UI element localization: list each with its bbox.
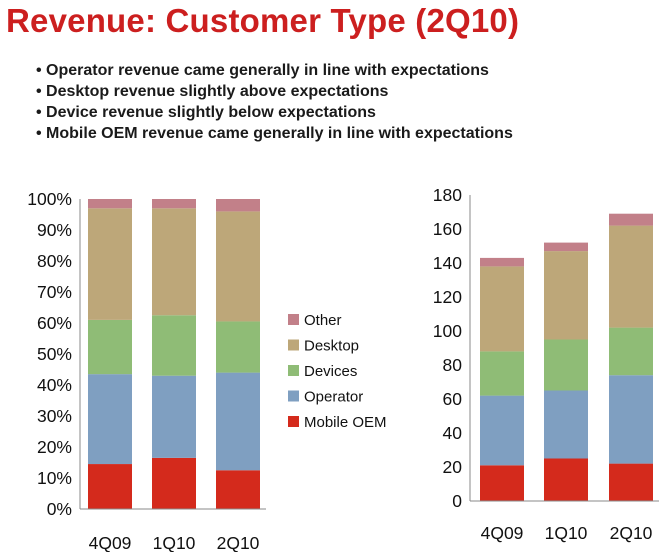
left-y-tick-label: 100% xyxy=(27,189,72,209)
right-bar-devices xyxy=(480,351,524,396)
legend-swatch-desktop xyxy=(288,339,299,351)
right-bar-operator xyxy=(480,395,524,466)
left-bar-devices xyxy=(216,321,260,373)
right-y-tick-label: 0 xyxy=(452,491,462,511)
left-bar-desktop xyxy=(216,211,260,322)
legend-swatch-devices xyxy=(288,365,299,376)
left-bar-other xyxy=(152,199,196,209)
left-bar-desktop xyxy=(152,208,196,316)
right-y-tick-label: 120 xyxy=(433,287,462,307)
right-y-tick-label: 140 xyxy=(433,253,462,273)
left-bar-other xyxy=(88,199,132,209)
left-bar-devices xyxy=(88,319,132,375)
right-bar-devices xyxy=(544,339,588,391)
left-y-tick-label: 50% xyxy=(37,344,72,364)
right-bar-other xyxy=(609,213,653,226)
left-bar-mobile-oem xyxy=(152,457,196,509)
right-x-category-label: 1Q10 xyxy=(545,523,588,543)
left-y-tick-label: 80% xyxy=(37,251,72,271)
right-y-tick-label: 40 xyxy=(443,423,463,443)
left-bar-desktop xyxy=(88,208,132,320)
left-x-category-label: 1Q10 xyxy=(153,533,196,552)
right-bar-operator xyxy=(544,390,588,459)
page-title: Revenue: Customer Type (2Q10) xyxy=(6,2,520,39)
left-bar-devices xyxy=(152,315,196,376)
left-x-category-label: 2Q10 xyxy=(217,533,260,552)
bullet-mobile-oem: Mobile OEM revenue came generally in lin… xyxy=(36,123,513,144)
right-y-tick-label: 160 xyxy=(433,219,462,239)
left-bar-mobile-oem xyxy=(88,464,132,509)
legend-swatch-other xyxy=(288,314,299,325)
legend-label-devices: Devices xyxy=(304,363,357,380)
left-y-tick-label: 10% xyxy=(37,468,72,488)
legend-label-mobile-oem: Mobile OEM xyxy=(304,414,387,431)
right-x-category-label: 4Q09 xyxy=(481,523,524,543)
right-bar-mobile-oem xyxy=(609,463,653,501)
legend-swatch-operator xyxy=(288,390,299,402)
legend-label-desktop: Desktop xyxy=(304,338,359,355)
legend-label-other: Other xyxy=(304,312,342,329)
bullet-list: Operator revenue came generally in line … xyxy=(36,60,513,144)
right-bar-mobile-oem xyxy=(544,458,588,501)
left-x-category-label: 4Q09 xyxy=(89,533,132,552)
right-bar-other xyxy=(544,242,588,252)
right-y-tick-label: 60 xyxy=(443,389,463,409)
bullet-device: Device revenue slightly below expectatio… xyxy=(36,102,513,123)
left-y-tick-label: 0% xyxy=(47,499,72,519)
right-bar-operator xyxy=(609,375,653,464)
right-bar-desktop xyxy=(609,225,653,328)
legend-swatch-mobile-oem xyxy=(288,416,299,427)
right-x-category-label: 2Q10 xyxy=(610,523,653,543)
right-y-tick-label: 100 xyxy=(433,321,462,341)
right-bar-other xyxy=(480,257,524,267)
bullet-desktop: Desktop revenue slightly above expectati… xyxy=(36,81,513,102)
left-bar-mobile-oem xyxy=(216,470,260,509)
bullet-operator: Operator revenue came generally in line … xyxy=(36,60,513,81)
left-bar-other xyxy=(216,199,260,212)
right-y-tick-label: 80 xyxy=(443,355,463,375)
left-bar-operator xyxy=(216,372,260,471)
right-bar-devices xyxy=(609,327,653,376)
left-y-tick-label: 90% xyxy=(37,220,72,240)
right-bar-desktop xyxy=(544,251,588,340)
left-bar-operator xyxy=(152,375,196,458)
legend-label-operator: Operator xyxy=(304,389,363,406)
right-bar-mobile-oem xyxy=(480,465,524,501)
left-y-tick-label: 20% xyxy=(37,437,72,457)
right-y-tick-label: 180 xyxy=(433,185,462,205)
left-y-tick-label: 30% xyxy=(37,406,72,426)
left-y-tick-label: 40% xyxy=(37,375,72,395)
left-y-tick-label: 60% xyxy=(37,313,72,333)
right-bar-desktop xyxy=(480,266,524,352)
left-bar-operator xyxy=(88,374,132,465)
left-y-tick-label: 70% xyxy=(37,282,72,302)
right-y-tick-label: 20 xyxy=(443,457,463,477)
